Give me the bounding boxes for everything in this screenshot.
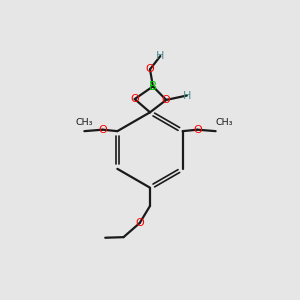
Text: O: O (193, 125, 202, 135)
Text: CH₃: CH₃ (216, 118, 233, 127)
Text: O: O (135, 218, 144, 228)
Text: CH₃: CH₃ (76, 118, 93, 127)
Text: H: H (156, 51, 164, 61)
Text: O: O (162, 95, 171, 105)
Text: B: B (149, 80, 157, 93)
Text: H: H (183, 91, 191, 100)
Text: O: O (146, 64, 154, 74)
Text: O: O (98, 125, 107, 135)
Text: O: O (130, 94, 139, 104)
